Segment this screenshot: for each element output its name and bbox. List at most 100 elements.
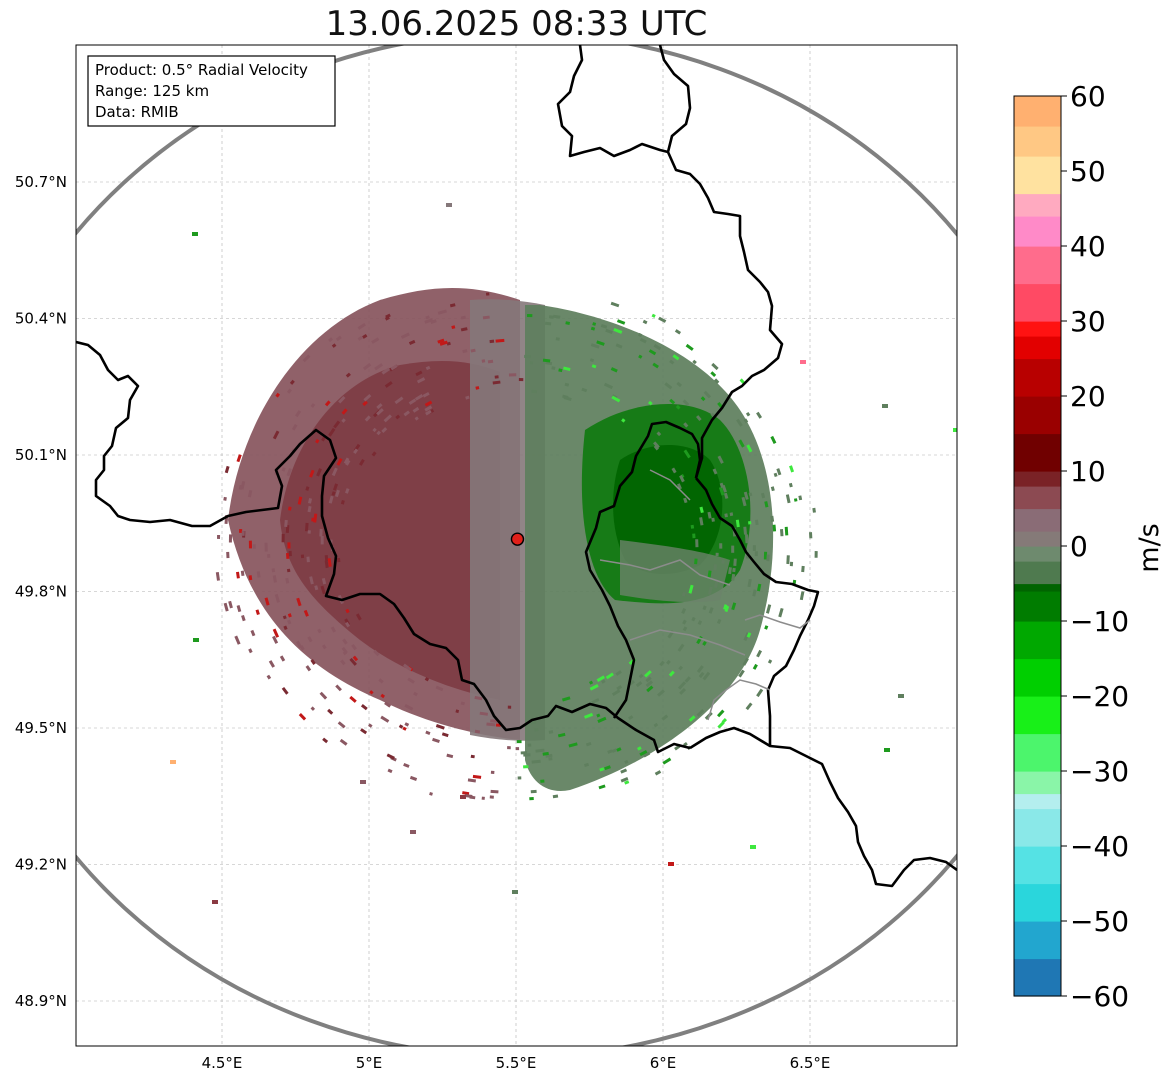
echo-bin (728, 567, 732, 575)
map-title: 13.06.2025 08:33 UTC (325, 4, 708, 44)
echo-bin (676, 381, 682, 388)
echo-bin (648, 349, 657, 356)
colorbar-tick-label: 60 (1070, 80, 1106, 113)
colorbar-segment (1014, 486, 1061, 510)
info-box: Product: 0.5° Radial Velocity Range: 125… (87, 55, 336, 127)
echo-bin (589, 358, 595, 363)
echo-bin (332, 483, 339, 491)
echo-bin (309, 469, 315, 478)
echo-bin (616, 319, 626, 325)
colorbar-segment (1014, 336, 1061, 360)
echo-bin (692, 533, 696, 539)
colorbar-segment (1014, 658, 1061, 697)
echo-bin (748, 521, 752, 525)
echo-bin (756, 649, 762, 658)
echo-bin (371, 451, 377, 457)
echo-bin (752, 589, 757, 597)
echo-bin (745, 534, 749, 544)
echo-bin (472, 774, 482, 779)
clutter-echo (882, 404, 888, 408)
echo-bin (719, 482, 725, 489)
echo-bin (610, 301, 620, 308)
echo-bin (696, 415, 702, 422)
echo-bin (605, 672, 614, 680)
echo-bin (555, 337, 560, 341)
echo-bin (490, 789, 499, 794)
echo-bin (508, 373, 517, 377)
echo-bin (597, 716, 607, 724)
clutter-echo (884, 748, 890, 752)
echo-bin (384, 381, 393, 388)
echo-bin (557, 732, 566, 738)
colorbar-segment (1014, 216, 1061, 247)
echo-bin (591, 698, 600, 705)
echo-bin (681, 607, 687, 614)
echo-bin (581, 387, 588, 393)
echo-bin (683, 422, 689, 428)
colorbar-segment (1014, 621, 1061, 660)
echo-bin (590, 326, 596, 331)
echo-bin (424, 677, 430, 682)
echo-bin (390, 364, 398, 371)
echo-bin (287, 506, 292, 511)
echo-bin (731, 602, 737, 611)
colorbar-segment (1014, 771, 1061, 795)
echo-bin (298, 713, 307, 721)
echo-bin (710, 371, 717, 378)
clutter-echo (898, 694, 904, 698)
echo-bin (241, 614, 246, 622)
echo-bin (788, 482, 793, 488)
echo-bin (648, 400, 653, 406)
echo-bin (603, 382, 613, 390)
map-frame (75, 44, 958, 1047)
echo-bin (671, 467, 677, 474)
colorbar-segment (1014, 321, 1061, 337)
echo-bin (341, 408, 348, 415)
echo-bin (688, 715, 696, 722)
echo-bin (743, 418, 749, 424)
echo-bin (464, 793, 473, 799)
echo-bin (305, 665, 312, 672)
info-line-range: Range: 125 km (95, 82, 209, 100)
echo-bin (662, 757, 672, 765)
colorbar-tick-label: −60 (1070, 980, 1129, 1013)
echo-bin (721, 559, 725, 564)
echo-bin (315, 438, 320, 444)
echo-bin (542, 358, 551, 363)
echo-bin (465, 395, 470, 400)
clutter-echo (193, 638, 199, 642)
colorbar-segment (1014, 396, 1061, 435)
echo-bin (645, 676, 652, 683)
echo-bin (760, 492, 766, 499)
echo-bin (738, 669, 745, 678)
echo-bin (272, 430, 280, 440)
echo-bin (596, 675, 606, 683)
echo-bin (530, 720, 537, 725)
echo-bin (345, 488, 350, 494)
echo-bin (281, 533, 285, 543)
echo-bin (717, 721, 725, 729)
echo-bin (429, 791, 433, 796)
echo-bin (561, 696, 571, 702)
echo-bin (349, 657, 357, 666)
echo-bin (747, 578, 752, 588)
echo-bin (283, 625, 288, 631)
echo-bin (309, 576, 314, 585)
echo-bin (248, 575, 253, 581)
echo-bin (327, 708, 334, 715)
echo-bin (345, 608, 350, 614)
colorbar-segment (1014, 531, 1061, 547)
echo-bin (362, 400, 368, 407)
lon-tick-label: 6.5°E (790, 1054, 831, 1072)
echo-bin (772, 524, 777, 532)
echo-bin (669, 359, 675, 365)
echo-bin (353, 448, 359, 454)
echo-bin (527, 743, 532, 747)
echo-bin (384, 701, 392, 708)
echo-bin (285, 525, 290, 534)
echo-bin (703, 390, 712, 399)
echo-bin (342, 638, 348, 645)
clutter-echo (446, 203, 452, 207)
echo-bin (286, 568, 291, 573)
echo-bin (439, 340, 448, 346)
